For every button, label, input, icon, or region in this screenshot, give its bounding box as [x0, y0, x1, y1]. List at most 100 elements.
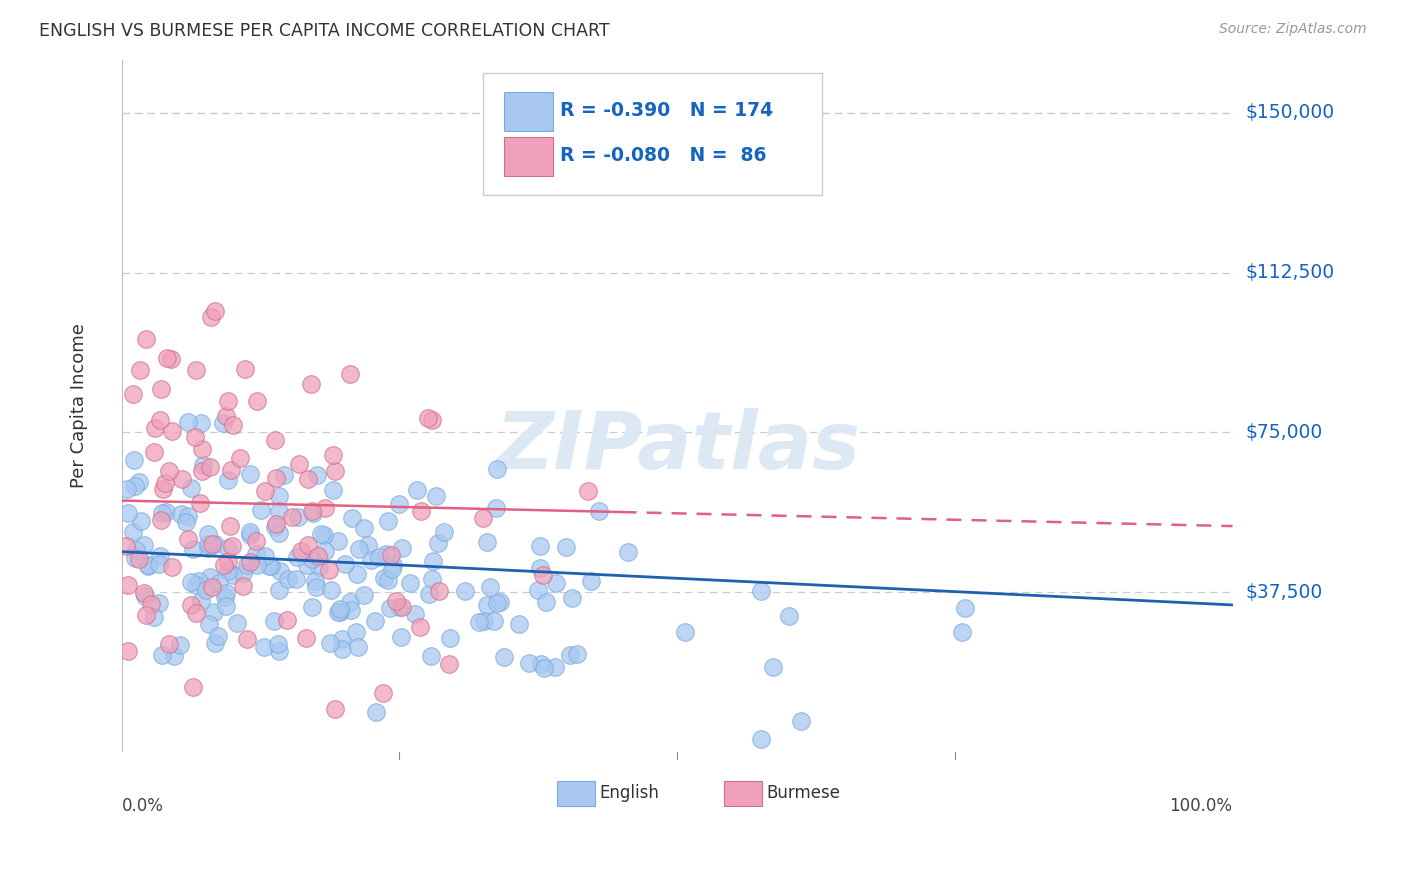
- Text: $37,500: $37,500: [1246, 582, 1323, 601]
- Point: [419, 649, 441, 664]
- Point: [377, 515, 399, 529]
- Point: [160, 351, 183, 366]
- Point: [263, 520, 285, 534]
- Point: [217, 473, 239, 487]
- Text: R = -0.390   N = 174: R = -0.390 N = 174: [561, 101, 773, 120]
- Point: [297, 538, 319, 552]
- Point: [307, 549, 329, 564]
- Point: [215, 409, 238, 424]
- Point: [673, 625, 696, 640]
- Point: [288, 458, 311, 472]
- Point: [181, 680, 204, 694]
- Point: [136, 558, 159, 573]
- Point: [186, 606, 208, 620]
- Point: [391, 600, 413, 615]
- FancyBboxPatch shape: [482, 73, 821, 194]
- Point: [360, 553, 382, 567]
- Point: [204, 635, 226, 649]
- Point: [128, 475, 150, 490]
- Point: [190, 594, 212, 608]
- Point: [371, 685, 394, 699]
- Point: [347, 640, 370, 654]
- Point: [152, 482, 174, 496]
- Point: [346, 566, 368, 581]
- Point: [177, 508, 200, 523]
- Point: [152, 648, 174, 662]
- Text: $112,500: $112,500: [1246, 263, 1336, 282]
- Point: [790, 714, 813, 728]
- Point: [433, 525, 456, 540]
- Point: [322, 483, 344, 498]
- Point: [472, 614, 495, 628]
- Point: [751, 583, 773, 598]
- Point: [368, 549, 391, 564]
- Point: [115, 540, 138, 554]
- Point: [157, 464, 180, 478]
- Point: [318, 563, 340, 577]
- Point: [221, 539, 243, 553]
- Point: [588, 504, 610, 518]
- Point: [239, 528, 262, 542]
- Point: [309, 526, 332, 541]
- Text: Source: ZipAtlas.com: Source: ZipAtlas.com: [1219, 22, 1367, 37]
- Point: [576, 483, 599, 498]
- Point: [485, 501, 508, 516]
- Point: [330, 642, 353, 657]
- Point: [326, 534, 349, 549]
- Point: [143, 421, 166, 435]
- Text: ZIPatlas: ZIPatlas: [495, 409, 859, 486]
- Point: [198, 616, 221, 631]
- Point: [219, 519, 242, 533]
- Point: [560, 648, 582, 662]
- Point: [150, 513, 173, 527]
- Point: [135, 332, 157, 346]
- Point: [142, 445, 165, 459]
- Point: [170, 472, 193, 486]
- Point: [191, 464, 214, 478]
- Point: [439, 631, 461, 645]
- Point: [273, 467, 295, 482]
- Point: [471, 510, 494, 524]
- Point: [122, 453, 145, 467]
- Point: [531, 568, 554, 582]
- Point: [267, 636, 290, 650]
- Point: [183, 542, 205, 557]
- Point: [254, 484, 277, 499]
- Point: [409, 504, 432, 518]
- Point: [269, 564, 291, 578]
- Point: [380, 548, 402, 562]
- Point: [188, 574, 211, 589]
- Point: [115, 482, 138, 496]
- Point: [204, 537, 226, 551]
- Point: [347, 541, 370, 556]
- Point: [266, 516, 288, 531]
- Point: [519, 656, 541, 670]
- Point: [425, 489, 447, 503]
- Point: [422, 554, 444, 568]
- Point: [391, 541, 413, 556]
- Point: [128, 551, 150, 566]
- Point: [389, 630, 412, 644]
- Point: [269, 525, 291, 540]
- Point: [319, 636, 342, 650]
- Point: [212, 416, 235, 430]
- Point: [762, 660, 785, 674]
- Point: [418, 587, 440, 601]
- Point: [427, 583, 450, 598]
- Point: [385, 594, 408, 608]
- Point: [339, 367, 361, 381]
- Point: [422, 572, 444, 586]
- Point: [177, 415, 200, 429]
- Point: [222, 417, 245, 432]
- Point: [426, 536, 449, 550]
- Point: [122, 387, 145, 401]
- Point: [229, 450, 252, 465]
- Point: [305, 580, 328, 594]
- Point: [238, 555, 260, 569]
- Point: [128, 363, 150, 377]
- Point: [135, 608, 157, 623]
- Point: [249, 503, 271, 517]
- Point: [233, 361, 256, 376]
- Point: [297, 472, 319, 486]
- Point: [353, 588, 375, 602]
